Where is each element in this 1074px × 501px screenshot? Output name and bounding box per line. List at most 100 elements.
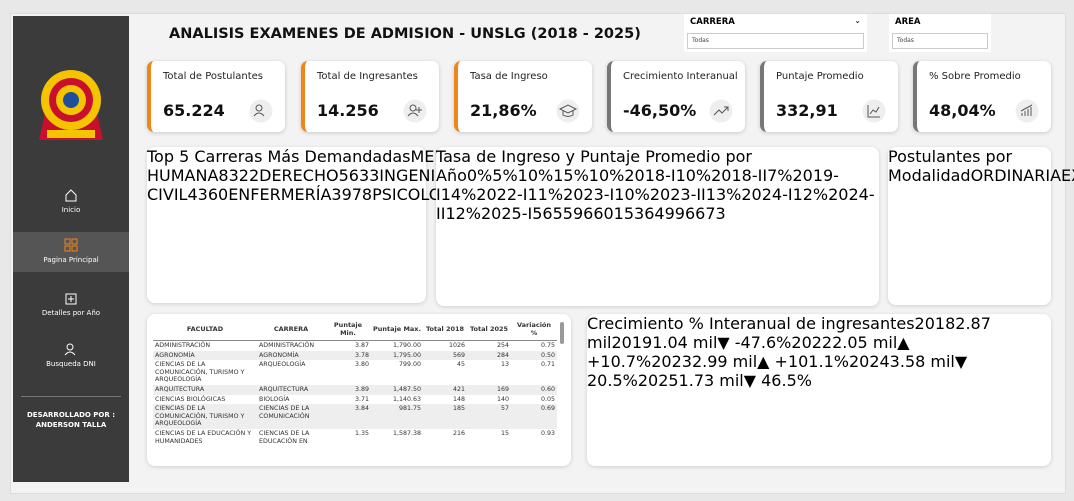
column-header: Puntaje Min. <box>325 318 371 341</box>
kpi-card: Total de Postulantes 65.224 <box>147 61 285 132</box>
table-cell: 3.80 <box>354 361 369 369</box>
value-label: 8322 <box>218 166 260 185</box>
scrollbar[interactable] <box>560 322 564 344</box>
legend-label: ORDINARIA <box>970 166 1062 185</box>
chart: Tasa de Ingreso y Puntaje Promedio por A… <box>436 147 879 223</box>
column-header: Puntaje Max. <box>371 318 423 341</box>
value-label: 10% <box>614 185 650 204</box>
sidebar: Inicio Pagina Principal Detalles por Año… <box>13 16 129 482</box>
filter-value[interactable]: Todas <box>892 33 988 49</box>
nav-item[interactable]: Pagina Principal <box>13 232 129 272</box>
table-cell: CIENCIAS DE LA COMUNICACIÓN, TURISMO Y A… <box>155 361 245 384</box>
line-value-label: 6 <box>684 204 696 223</box>
table-cell: 1,487.50 <box>392 385 421 393</box>
table-cell: 1,795.00 <box>392 351 421 359</box>
table-cell: 0.71 <box>540 361 555 369</box>
kpi-label: Total de Ingresantes <box>317 71 418 82</box>
column-header: CARRERA <box>257 318 325 341</box>
change-label: ▲ +10.7% <box>587 333 910 371</box>
nav-label: Pagina Principal <box>43 256 99 264</box>
nav-item[interactable]: Detalles por Año <box>13 291 129 317</box>
x-tick-label: 2022-I <box>476 185 528 204</box>
table-row: AGRONOMÍA AGRONOMÍA 3.78 1,795.00 569 284 0.50 <box>153 350 557 361</box>
kpi-label: Tasa de Ingreso <box>470 71 548 82</box>
table-cell: 3.78 <box>354 351 369 359</box>
line-value-label: 3 <box>715 204 726 223</box>
kpi-card: Total de Ingresantes 14.256 <box>301 61 439 132</box>
chart: Postulantes por ModalidadORDINARIAEXTRAO… <box>888 147 1074 185</box>
kpi-label: Crecimiento Interanual <box>623 71 738 82</box>
x-tick-label: 2019-I <box>436 166 839 204</box>
value-label: 12% <box>792 185 829 204</box>
chart-title: Top 5 Carreras Más Demandadas <box>147 147 411 166</box>
table-cell: ARQUITECTURA <box>155 385 205 393</box>
kpi-card: Puntaje Promedio 332,91 <box>760 61 898 132</box>
filter[interactable]: AREA Todas <box>889 14 991 52</box>
nav-label: Busqueda DNI <box>46 360 96 368</box>
table-cell: ARQUITECTURA <box>259 385 309 393</box>
kpi-card: % Sobre Promedio 48,04% <box>913 61 1051 132</box>
table-cell: 185 <box>452 405 465 413</box>
category-label: ENFERMERÍA <box>228 185 332 204</box>
credits: DESARROLLADO POR : ANDERSON TALLA <box>13 410 129 430</box>
kpi-card: Crecimiento Interanual -46,50% <box>607 61 745 132</box>
table-panel: FACULTAD CARRERA Puntaje Min. Puntaje Max. T… <box>147 314 571 466</box>
filter-value[interactable]: Todas <box>687 33 864 49</box>
kpi-label: Puntaje Promedio <box>776 71 864 82</box>
table-cell: ADMINISTRACIÓN <box>155 342 211 349</box>
nav-label: Inicio <box>61 206 81 214</box>
value-label: 4360 <box>187 185 229 204</box>
kpi-value: -46,50% <box>623 101 697 120</box>
x-tick-label: 2023-I <box>563 185 615 204</box>
table-cell: BIOLOGÍA <box>259 395 290 403</box>
line-value-label: 565 <box>532 204 563 223</box>
table-cell: 421 <box>452 385 465 393</box>
x-tick-label: 2018-II <box>711 166 768 185</box>
table-cell: 45 <box>456 361 465 369</box>
x-tick-label: 2019 <box>611 333 653 352</box>
table-cell: 1.35 <box>354 429 369 437</box>
chart-title: Postulantes por Modalidad <box>888 147 1013 185</box>
chart-title: Crecimiento % Interanual de ingresantes <box>587 314 915 333</box>
x-tick-label: 2024-I <box>741 185 793 204</box>
table-row: ARQUITECTURA ARQUITECTURA 3.89 1,487.50 421 1… <box>153 384 557 395</box>
panel: Postulantes por ModalidadORDINARIAEXTRAO… <box>888 147 1074 305</box>
kpi-value: 65.224 <box>163 101 225 120</box>
x-tick-label: 2024-II <box>436 185 875 223</box>
table-cell: 15 <box>500 429 509 437</box>
table-cell: 140 <box>496 395 509 403</box>
line-value-label: 601 <box>593 204 624 223</box>
filter-label: AREA <box>895 17 921 27</box>
change-label: ▼ 20.5% <box>587 352 968 390</box>
legend-label: EXTRAORDINARIA <box>1061 166 1074 185</box>
x-tick-label: 2018-I <box>624 166 676 185</box>
kpi-label: Total de Postulantes <box>163 71 263 82</box>
panel: Crecimiento % Interanual de ingresantes2… <box>587 314 1051 466</box>
value-label: 2.05 mil <box>832 333 898 352</box>
line-value-label: 7 <box>705 204 716 223</box>
nav-item[interactable]: Inicio <box>13 188 129 214</box>
table: FACULTAD CARRERA Puntaje Min. Puntaje Max. T… <box>153 318 557 446</box>
logo <box>39 70 103 140</box>
table-cell: ADMINISTRACIÓN <box>259 342 315 349</box>
filter[interactable]: CARRERA ⌄ Todas <box>684 14 867 52</box>
table-cell: 569 <box>452 351 465 359</box>
value-label: 12% <box>445 204 481 223</box>
table-cell: AGRONOMÍA <box>155 351 195 359</box>
nav-item[interactable]: Busqueda DNI <box>13 342 129 368</box>
table-cell: 0.05 <box>540 395 555 403</box>
table-cell: 148 <box>452 395 465 403</box>
kpi-value: 14.256 <box>317 101 379 120</box>
category-label: DERECHO <box>259 166 339 185</box>
value-label: 13% <box>705 185 742 204</box>
nav-label: Detalles por Año <box>41 309 101 317</box>
table-cell: CIENCIAS BIOLÓGICAS <box>155 395 226 403</box>
value-label: 11% <box>527 185 564 204</box>
x-tick-label: 2022 <box>791 333 833 352</box>
table-cell: ARQUEOLOGÍA <box>259 361 306 369</box>
column-header: Total 2018 <box>423 318 467 341</box>
table-cell: 0.60 <box>540 385 555 393</box>
x-tick-label: 2024 <box>848 352 890 371</box>
table-cell: 3.89 <box>354 385 369 393</box>
